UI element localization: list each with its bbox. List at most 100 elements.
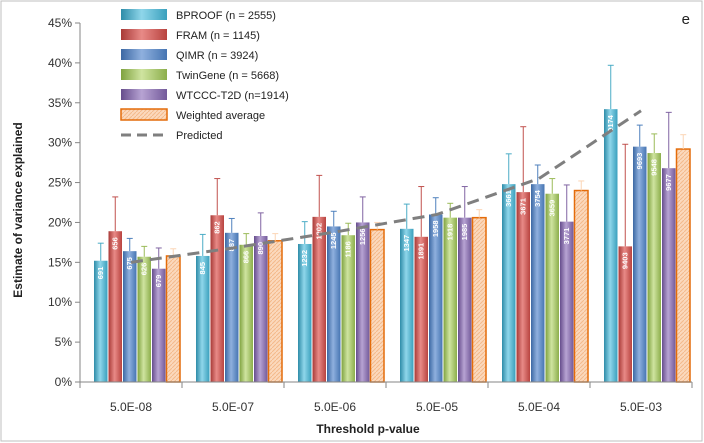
bar-1-5.0E-07 — [196, 255, 210, 382]
bar-count-label: 3671 — [519, 198, 528, 215]
bar-count-label: 656 — [111, 237, 120, 250]
bar-1-5.0E-04 — [502, 184, 516, 382]
y-tick-label: 5% — [55, 335, 73, 349]
bar-4-5.0E-08 — [137, 256, 151, 382]
bar-1-5.0E-05 — [400, 228, 414, 382]
bar-5-5.0E-06 — [356, 222, 370, 382]
bar-count-label: 9677 — [664, 174, 673, 191]
y-tick-label: 15% — [48, 255, 72, 269]
bar-2-5.0E-08 — [108, 231, 122, 382]
bar-3-5.0E-06 — [327, 226, 341, 382]
bar-5-5.0E-03 — [662, 168, 676, 382]
bar-2-5.0E-04 — [516, 192, 530, 382]
bar-count-label: 3754 — [533, 189, 542, 207]
y-axis: 0% 5% 10% 15% 20% 25% 30% 35% 40% 45% — [48, 16, 81, 389]
bar-count-label: 9548 — [650, 159, 659, 176]
x-tick-label: 5.0E-05 — [416, 400, 458, 414]
bar-count-label: 1985 — [460, 224, 469, 241]
bar-4-5.0E-05 — [443, 217, 457, 382]
bar-4-5.0E-06 — [341, 235, 355, 382]
bar-5-5.0E-08 — [152, 268, 166, 382]
bar-count-label: 1918 — [446, 224, 455, 241]
bar-4-5.0E-03 — [647, 153, 661, 382]
bar-1-5.0E-03 — [604, 109, 618, 382]
legend-swatch-2 — [121, 29, 167, 40]
x-tick-label: 5.0E-04 — [518, 400, 560, 414]
bar-6-5.0E-05 — [471, 216, 487, 383]
bar-count-label: 9403 — [621, 252, 630, 269]
bar-3-5.0E-07 — [225, 232, 239, 382]
bar-3-5.0E-04 — [531, 184, 545, 382]
bar-3-5.0E-05 — [429, 214, 443, 382]
bar-count-label: 1232 — [300, 250, 309, 267]
bar-count-label: 626 — [140, 263, 149, 276]
y-tick-label: 45% — [48, 16, 72, 30]
bar-6-5.0E-06 — [369, 228, 385, 383]
legend-label-5: WTCCC-T2D (n=1914) — [176, 90, 289, 102]
y-tick-label: 20% — [48, 215, 72, 229]
bar-2-5.0E-05 — [414, 236, 428, 382]
predicted-line — [130, 109, 642, 264]
legend-label-1: BPROOF (n = 2555) — [176, 10, 276, 22]
bar-count-label: 3771 — [562, 228, 571, 245]
bar-6-5.0E-08 — [165, 255, 181, 383]
bar-count-label: 675 — [125, 257, 134, 270]
y-axis-title: Estimate of variance explained — [11, 122, 25, 297]
x-tick-label: 5.0E-06 — [314, 400, 356, 414]
legend-swatch-5 — [121, 89, 167, 100]
bar-3-5.0E-03 — [633, 146, 647, 382]
y-tick-label: 40% — [48, 56, 72, 70]
bar-count-label: 1256 — [358, 228, 367, 245]
bar-count-label: 890 — [256, 242, 265, 255]
y-tick-label: 25% — [48, 176, 72, 190]
bar-6-5.0E-04 — [573, 189, 589, 383]
bar-3-5.0E-08 — [123, 251, 137, 382]
bar-5-5.0E-04 — [560, 221, 574, 382]
bar-count-label: 1958 — [431, 220, 440, 237]
bar-count-label: 691 — [96, 267, 105, 280]
bar-count-label: 1202 — [315, 223, 324, 240]
x-tick-label: 5.0E-08 — [110, 400, 152, 414]
bar-2-5.0E-07 — [210, 215, 224, 382]
x-axis-title: Threshold p-value — [316, 422, 420, 436]
bar-2-5.0E-03 — [618, 246, 632, 382]
bar-count-label: 9693 — [635, 153, 644, 170]
bar-5-5.0E-05 — [458, 217, 472, 382]
y-tick-label: 35% — [48, 96, 72, 110]
legend: BPROOF (n = 2555) FRAM (n = 1145) QIMR (n … — [120, 9, 289, 142]
x-axis: 5.0E-08 5.0E-07 5.0E-06 5.0E-05 5.0E-04 5.0E-… — [79, 381, 693, 414]
legend-swatch-6 — [120, 108, 168, 121]
legend-label-3: QIMR (n = 3924) — [176, 50, 258, 62]
bar-count-label: 1891 — [417, 243, 426, 260]
y-tick-label: 10% — [48, 295, 72, 309]
plot-area: 691 845 1232 1347 3661 9174 656 862 1202 1891 3671… — [94, 64, 691, 383]
bar-6-5.0E-07 — [267, 240, 283, 383]
bar-count-label: 887 — [227, 239, 236, 252]
bar-count-label: 845 — [198, 262, 207, 275]
bar-count-label: 9174 — [606, 114, 615, 132]
bar-1-5.0E-08 — [94, 260, 108, 382]
legend-swatch-1 — [121, 9, 167, 20]
bar-6-5.0E-03 — [675, 148, 691, 383]
legend-label-predicted: Predicted — [176, 130, 222, 142]
bar-count-label: 862 — [213, 221, 222, 234]
legend-swatch-3 — [121, 49, 167, 60]
panel-label: e — [682, 11, 690, 28]
bar-2-5.0E-06 — [312, 216, 326, 382]
legend-label-2: FRAM (n = 1145) — [176, 30, 260, 42]
bar-count-label: 3661 — [504, 190, 513, 207]
y-tick-label: 30% — [48, 136, 72, 150]
legend-label-6: Weighted average — [176, 110, 265, 122]
x-tick-label: 5.0E-03 — [620, 400, 662, 414]
bar-count-label: 1245 — [329, 232, 338, 249]
bar-count-label: 1347 — [402, 235, 411, 252]
bar-count-label: 679 — [154, 275, 163, 288]
bar-count-label: 866 — [242, 251, 251, 264]
legend-label-4: TwinGene (n = 5668) — [176, 70, 279, 82]
x-tick-label: 5.0E-07 — [212, 400, 254, 414]
bar-4-5.0E-07 — [239, 244, 253, 382]
bar-count-label: 3659 — [548, 200, 557, 217]
bar-count-label: 1186 — [344, 241, 353, 257]
